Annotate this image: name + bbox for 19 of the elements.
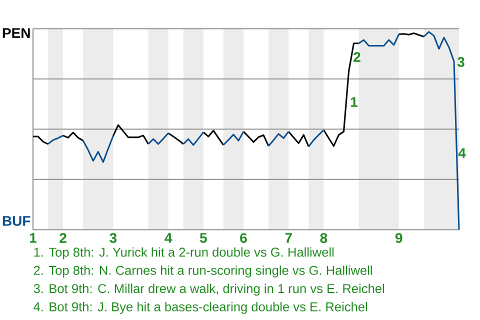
x-tick-label: 5 [200, 233, 207, 243]
x-tick-label: 9 [395, 233, 402, 243]
x-tick-label: 1 [30, 233, 36, 243]
text: 2. Top 8th: N. Carnes hit a run-scoring single vs G. Halliwell [34, 266, 372, 278]
annotation: 1 [350, 97, 358, 107]
text: BUF [2, 216, 30, 226]
annotation: 2 [354, 52, 360, 62]
x-tick-label: 3 [110, 233, 117, 243]
x-tick-label: 2 [60, 233, 66, 243]
x-tick-label: 7 [285, 233, 292, 243]
text: 1. Top 8th: J. Yurick hit a 2-run double vs G. Halliwell [34, 247, 334, 260]
text: PEN [2, 28, 30, 38]
x-tick-label: 8 [320, 233, 328, 243]
x-tick-label: 6 [240, 233, 247, 243]
x-tick-label: 4 [164, 233, 172, 243]
annotation: 4 [458, 148, 466, 158]
annotation: 3 [457, 57, 464, 67]
text: 4. Bot 9th: J. Bye hit a bases-clearing double vs E. Reichel [34, 302, 367, 314]
text: 3. Bot 9th: C. Millar drew a walk, driving in 1 run vs E. Reichel [34, 284, 384, 296]
